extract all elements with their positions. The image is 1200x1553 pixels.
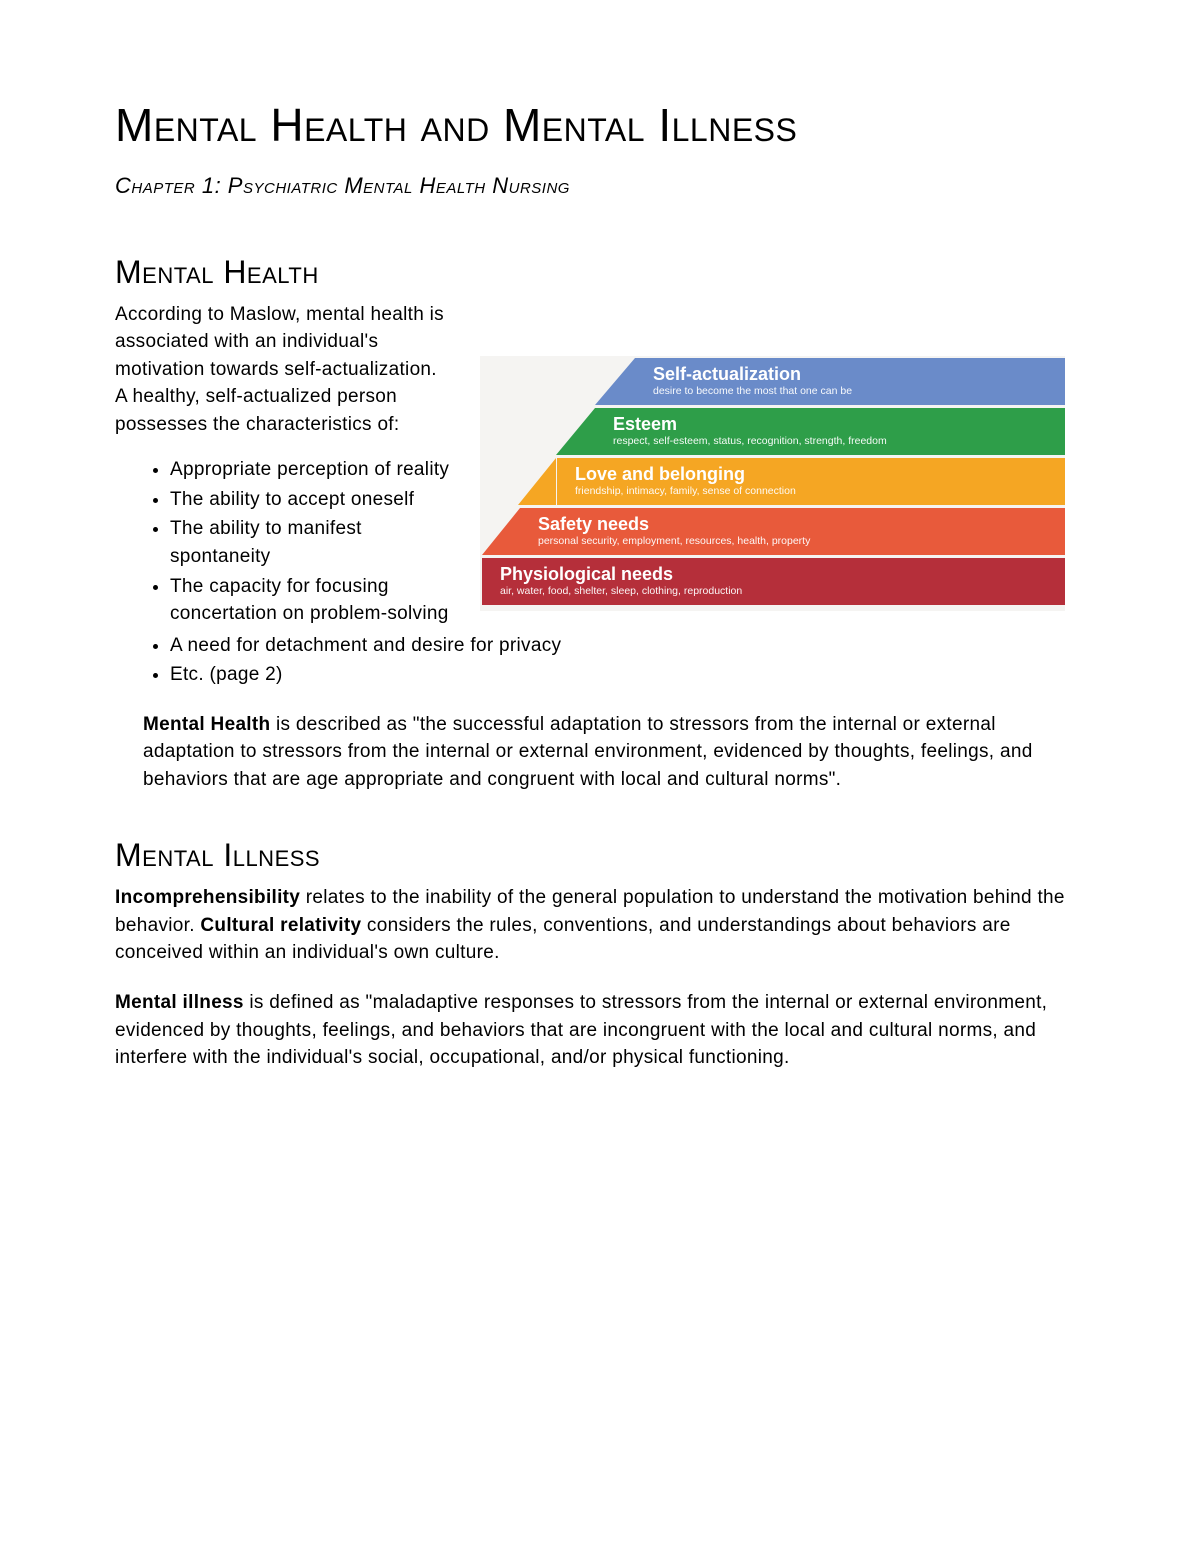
pyramid-level-title: Love and belonging [575, 465, 1065, 485]
pyramid-band: Physiological needsair, water, food, she… [482, 558, 1065, 605]
pyramid-level-title: Self-actualization [653, 365, 1065, 385]
left-column: According to Maslow, mental health is as… [115, 301, 450, 630]
page-subtitle: Chapter 1: Psychiatric Mental Health Nur… [115, 173, 1085, 199]
two-column-layout: According to Maslow, mental health is as… [115, 301, 1085, 630]
pyramid-level: Physiological needsair, water, food, she… [480, 558, 1065, 608]
list-item: The ability to accept oneself [170, 486, 450, 514]
list-item: Etc. (page 2) [170, 661, 1085, 689]
list-item: A need for detachment and desire for pri… [170, 632, 1085, 660]
pyramid-level: Love and belongingfriendship, intimacy, … [480, 458, 1065, 508]
pyramid-level: Esteemrespect, self-esteem, status, reco… [480, 408, 1065, 458]
pyramid-slope [556, 408, 595, 455]
characteristics-list-full: A need for detachment and desire for pri… [115, 632, 1085, 689]
list-item: The ability to manifest spontaneity [170, 515, 450, 570]
section-heading-mental-health: Mental Health [115, 254, 1085, 291]
pyramid-level-title: Esteem [613, 415, 1065, 435]
page-title: Mental Health and Mental Illness [115, 100, 1085, 151]
pyramid-band: Love and belongingfriendship, intimacy, … [557, 458, 1065, 505]
maslow-pyramid: Self-actualizationdesire to become the m… [480, 356, 1065, 611]
term-incomprehensibility: Incomprehensibility [115, 887, 300, 908]
pyramid-band: Esteemrespect, self-esteem, status, reco… [595, 408, 1065, 455]
section-heading-mental-illness: Mental Illness [115, 837, 1085, 874]
mental-illness-definition: Mental illness is defined as "maladaptiv… [115, 989, 1085, 1072]
incomprehensibility-paragraph: Incomprehensibility relates to the inabi… [115, 884, 1085, 967]
pyramid-slope [595, 358, 635, 405]
section-mental-illness: Mental Illness Incomprehensibility relat… [115, 837, 1085, 1071]
right-column: Self-actualizationdesire to become the m… [480, 301, 1085, 611]
definition-text: is defined as "maladaptive responses to … [115, 992, 1047, 1068]
intro-paragraph: According to Maslow, mental health is as… [115, 301, 450, 439]
pyramid-level-subtitle: desire to become the most that one can b… [653, 386, 1065, 398]
pyramid-level: Safety needspersonal security, employmen… [480, 508, 1065, 558]
pyramid-level-subtitle: air, water, food, shelter, sleep, clothi… [500, 586, 1065, 598]
pyramid-level-subtitle: personal security, employment, resources… [538, 536, 1065, 548]
pyramid-level-subtitle: friendship, intimacy, family, sense of c… [575, 486, 1065, 498]
definition-text: is described as "the successful adaptati… [143, 714, 1033, 790]
list-item: Appropriate perception of reality [170, 456, 450, 484]
pyramid-band: Safety needspersonal security, employmen… [520, 508, 1065, 555]
pyramid-band: Self-actualizationdesire to become the m… [635, 358, 1065, 405]
pyramid-level-title: Safety needs [538, 515, 1065, 535]
term-mental-illness: Mental illness [115, 992, 244, 1013]
characteristics-list-left: Appropriate perception of reality The ab… [115, 456, 450, 627]
definition-term: Mental Health [143, 714, 270, 735]
pyramid-slope [482, 508, 520, 555]
pyramid-slope [518, 458, 556, 505]
pyramid-level-subtitle: respect, self-esteem, status, recognitio… [613, 436, 1065, 448]
pyramid-level: Self-actualizationdesire to become the m… [480, 358, 1065, 408]
term-cultural-relativity: Cultural relativity [200, 915, 361, 936]
pyramid-level-title: Physiological needs [500, 565, 1065, 585]
list-item: The capacity for focusing concertation o… [170, 573, 450, 628]
mental-health-definition: Mental Health is described as "the succe… [115, 711, 1085, 794]
